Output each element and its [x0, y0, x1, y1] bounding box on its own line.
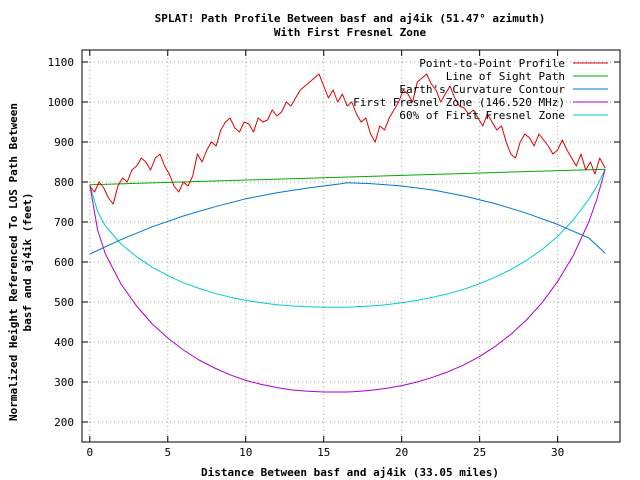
legend-label-los: Line of Sight Path — [446, 70, 565, 83]
series-line-curvature — [89, 182, 606, 255]
x-tick-label: 20 — [395, 446, 408, 459]
y-tick-label: 1100 — [48, 56, 75, 69]
grid — [82, 50, 620, 442]
legend-label-fresnel60: 60% of First Fresnel Zone — [399, 109, 565, 122]
x-tick-label: 10 — [239, 446, 252, 459]
y-tick-label: 400 — [54, 336, 74, 349]
y-tick-label: 300 — [54, 376, 74, 389]
y-tick-label: 1000 — [48, 96, 75, 109]
chart-subtitle: With First Fresnel Zone — [274, 26, 427, 39]
y-tick-label: 200 — [54, 416, 74, 429]
x-tick-label: 30 — [551, 446, 564, 459]
legend-label-curvature: Earth's Curvature Contour — [399, 83, 565, 96]
x-axis-label: Distance Between basf and aj4ik (33.05 m… — [201, 466, 499, 479]
legend-label-profile: Point-to-Point Profile — [419, 57, 565, 70]
x-tick-label: 15 — [317, 446, 330, 459]
x-tick-label: 5 — [164, 446, 171, 459]
axis-ticks: 0 5 10 15 20 25 30 200 300 400 500 600 700 800 900 1000… — [48, 50, 620, 459]
series-line-fresnel60 — [89, 168, 606, 308]
series-layer — [89, 73, 606, 393]
x-tick-label: 0 — [86, 446, 93, 459]
series-line-los — [89, 168, 606, 186]
y-tick-label: 500 — [54, 296, 74, 309]
series-line-profile — [89, 73, 606, 205]
y-tick-label: 800 — [54, 176, 74, 189]
series-line-fresnel — [89, 169, 606, 393]
y-tick-label: 900 — [54, 136, 74, 149]
x-tick-label: 25 — [473, 446, 486, 459]
y-axis-label-line1: Normalized Height Referenced To LOS Path… — [7, 103, 20, 421]
legend-label-fresnel: First Fresnel Zone (146.520 MHz) — [353, 96, 565, 109]
y-tick-label: 700 — [54, 216, 74, 229]
chart-title: SPLAT! Path Profile Between basf and aj4… — [155, 12, 546, 25]
plot-frame — [81, 49, 621, 443]
y-tick-label: 600 — [54, 256, 74, 269]
y-axis-label-line2: basf and aj4ik (feet) — [21, 192, 34, 331]
